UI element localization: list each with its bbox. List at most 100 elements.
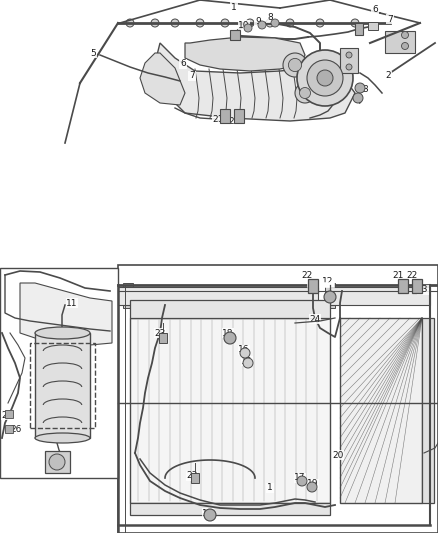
Text: 13: 13	[417, 286, 429, 295]
Circle shape	[353, 93, 363, 103]
Text: 10: 10	[238, 20, 250, 29]
Bar	[325, 283, 335, 308]
Text: 1: 1	[347, 58, 353, 67]
Bar	[159, 333, 167, 343]
Circle shape	[355, 83, 365, 93]
Text: 18: 18	[222, 328, 234, 337]
Bar	[308, 279, 318, 293]
Circle shape	[126, 19, 134, 27]
Text: 20: 20	[332, 450, 344, 459]
Bar	[412, 279, 422, 293]
Bar	[220, 109, 230, 123]
Bar	[398, 279, 408, 293]
Bar	[422, 318, 434, 503]
Circle shape	[244, 24, 252, 32]
Text: 2: 2	[385, 71, 391, 80]
Polygon shape	[155, 43, 355, 121]
Circle shape	[351, 19, 359, 27]
Circle shape	[224, 332, 236, 344]
Bar	[368, 22, 378, 30]
Circle shape	[402, 31, 409, 38]
Circle shape	[307, 482, 317, 492]
Circle shape	[316, 19, 324, 27]
Text: 1: 1	[231, 3, 237, 12]
Text: 25: 25	[1, 410, 13, 419]
Text: 6: 6	[180, 60, 186, 69]
Text: 1: 1	[267, 483, 273, 492]
Ellipse shape	[35, 433, 90, 443]
Bar	[35, 333, 90, 438]
Text: 7: 7	[189, 71, 195, 80]
Bar	[340, 318, 422, 503]
Circle shape	[346, 52, 352, 58]
Circle shape	[286, 19, 294, 27]
Circle shape	[221, 19, 229, 27]
Text: 15: 15	[241, 357, 253, 366]
Circle shape	[271, 19, 279, 27]
Bar	[123, 283, 133, 308]
Circle shape	[402, 43, 409, 50]
Bar	[45, 451, 70, 473]
Polygon shape	[20, 283, 112, 345]
Bar	[118, 265, 438, 533]
Circle shape	[317, 70, 333, 86]
Text: 17: 17	[294, 473, 306, 482]
Text: 23: 23	[186, 472, 198, 481]
Text: 14: 14	[202, 508, 214, 518]
Circle shape	[240, 348, 250, 358]
Circle shape	[295, 83, 315, 103]
Bar	[385, 31, 415, 53]
Bar	[130, 300, 330, 318]
Circle shape	[297, 476, 307, 486]
Bar	[5, 425, 13, 433]
Circle shape	[324, 291, 336, 303]
Circle shape	[243, 358, 253, 368]
Text: 23: 23	[154, 328, 166, 337]
Text: 4: 4	[355, 96, 361, 106]
Bar	[191, 473, 199, 483]
Text: 7: 7	[387, 14, 393, 23]
Text: 9: 9	[255, 17, 261, 26]
Text: 12: 12	[322, 277, 334, 286]
Text: 16: 16	[238, 345, 250, 354]
Bar	[5, 410, 13, 418]
Bar	[0, 268, 118, 478]
Polygon shape	[185, 37, 305, 71]
Circle shape	[283, 53, 307, 77]
Circle shape	[346, 64, 352, 70]
Circle shape	[246, 19, 254, 27]
Text: 19: 19	[307, 480, 319, 489]
Bar	[234, 109, 244, 123]
Text: 11: 11	[66, 298, 78, 308]
Bar	[118, 287, 318, 305]
Circle shape	[266, 19, 274, 27]
Text: 22: 22	[301, 271, 313, 280]
Circle shape	[300, 87, 311, 99]
Circle shape	[307, 60, 343, 96]
Text: 22: 22	[406, 271, 417, 280]
Bar	[330, 287, 430, 305]
Circle shape	[196, 19, 204, 27]
Text: 8: 8	[267, 13, 273, 22]
Text: 3: 3	[362, 85, 368, 94]
Text: 21: 21	[212, 116, 224, 125]
Circle shape	[171, 19, 179, 27]
Bar	[130, 503, 330, 515]
Ellipse shape	[35, 327, 90, 339]
Bar	[130, 318, 330, 503]
Text: 21: 21	[392, 271, 404, 280]
Text: 24: 24	[309, 314, 321, 324]
Circle shape	[49, 454, 65, 470]
Circle shape	[297, 50, 353, 106]
Text: 6: 6	[372, 5, 378, 14]
Circle shape	[151, 19, 159, 27]
Circle shape	[288, 59, 302, 71]
Text: 26: 26	[11, 425, 22, 434]
Text: 5: 5	[90, 49, 96, 58]
Bar	[355, 23, 363, 35]
Bar	[30, 343, 95, 428]
Circle shape	[204, 509, 216, 521]
Text: 22: 22	[228, 117, 240, 126]
Bar	[0, 0, 438, 265]
Polygon shape	[140, 53, 185, 105]
